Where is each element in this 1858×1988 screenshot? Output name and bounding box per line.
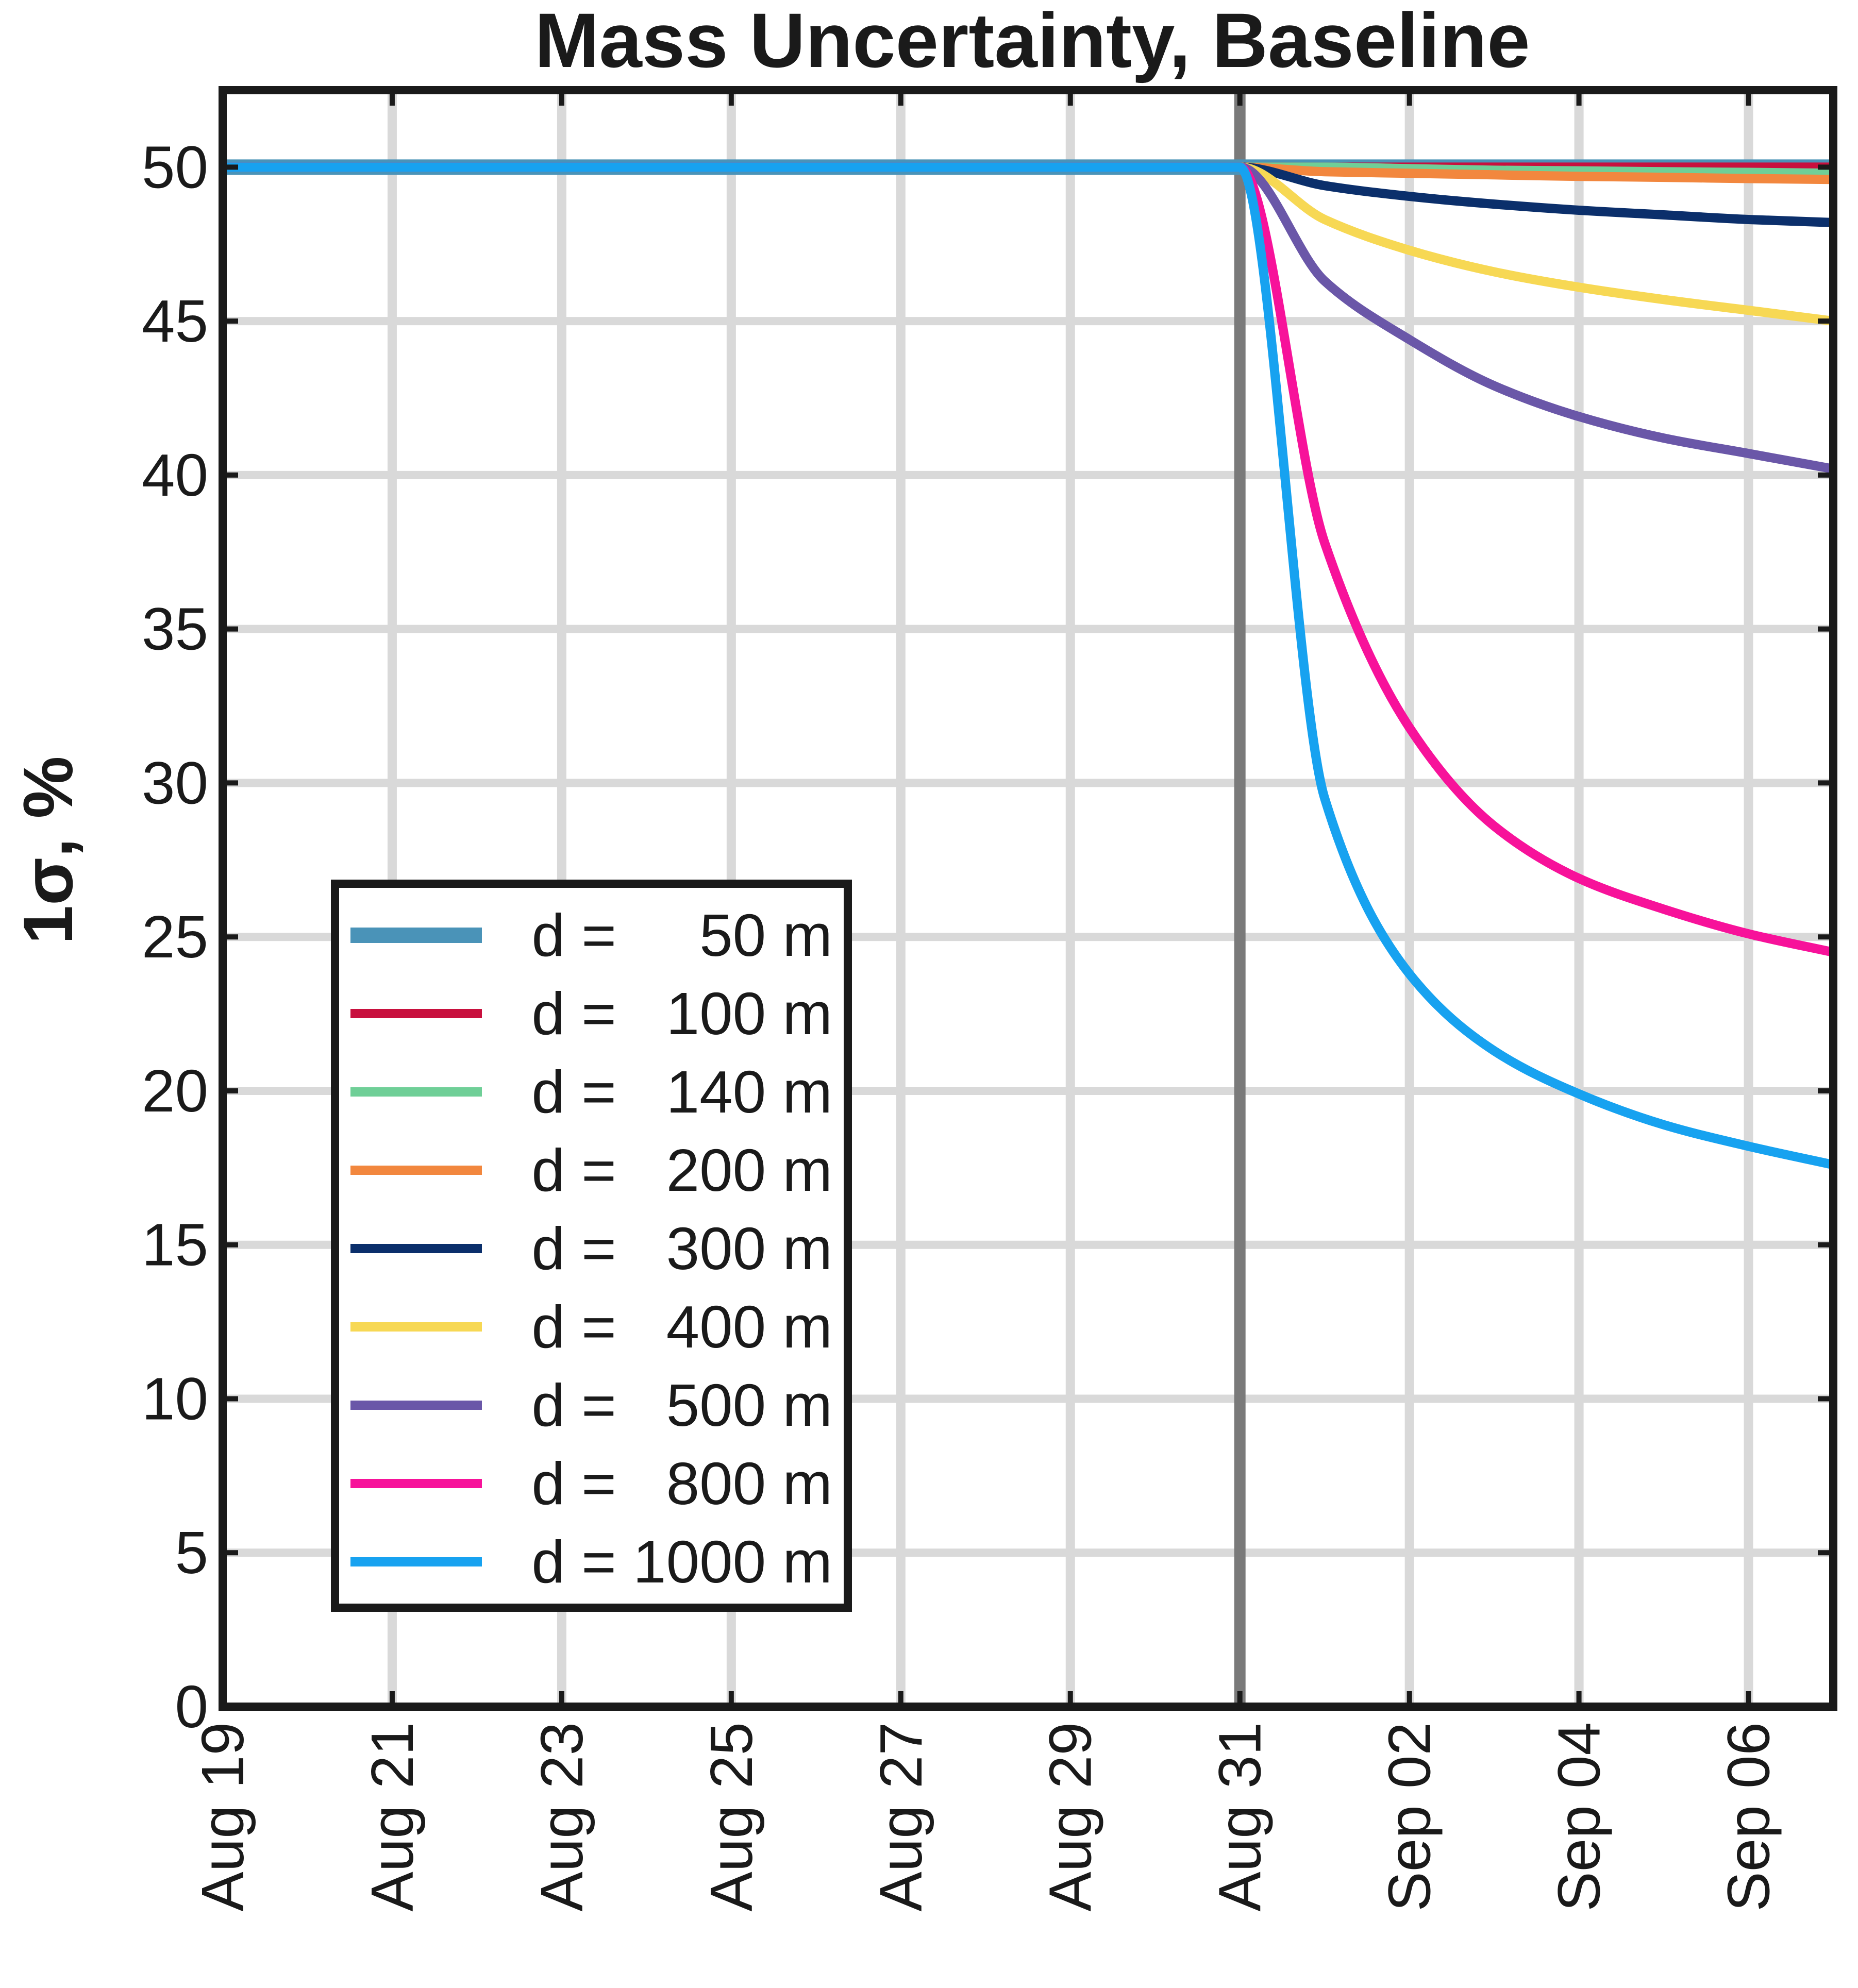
x-tick-label: Sep 04 — [1546, 1722, 1613, 1912]
axes-frame — [219, 86, 1837, 1711]
legend: d = 50 m d = 100 m d = 140 m d = 200 m d = 3… — [331, 880, 852, 1612]
y-tick-label: 5 — [175, 1519, 208, 1586]
y-tick-label: 50 — [142, 133, 208, 200]
chart-title: Mass Uncertainty, Baseline — [534, 0, 1530, 83]
y-tick-label: 40 — [142, 442, 208, 509]
legend-label-100m: d = 100 m — [531, 980, 832, 1047]
y-tick-label: 35 — [142, 596, 208, 663]
x-tick-label: Aug 25 — [698, 1722, 765, 1912]
y-tick-label: 45 — [142, 288, 208, 355]
x-tick-label: Aug 27 — [867, 1722, 934, 1912]
x-tick-labels: Aug 19 Aug 21 Aug 23 Aug 25 Aug 27 Aug 29 Aug … — [189, 1722, 1782, 1912]
x-tick-label: Aug 19 — [189, 1722, 256, 1912]
x-tick-label: Sep 06 — [1715, 1722, 1782, 1912]
x-tick-label: Aug 31 — [1207, 1722, 1274, 1912]
legend-label-200m: d = 200 m — [531, 1137, 832, 1204]
x-tick-label: Aug 23 — [528, 1722, 595, 1912]
y-tick-label: 20 — [142, 1057, 208, 1124]
y-tick-label: 15 — [142, 1211, 208, 1278]
y-tick-label: 10 — [142, 1365, 208, 1432]
legend-label-500m: d = 500 m — [531, 1372, 832, 1439]
series-line-1000m — [223, 162, 1834, 1170]
y-axis-label: 1σ, % — [9, 756, 87, 944]
x-tick-label: Aug 29 — [1037, 1722, 1104, 1912]
legend-label-50m: d = 50 m — [531, 902, 832, 969]
tick-marks — [220, 90, 1833, 1709]
legend-label-400m: d = 400 m — [531, 1293, 832, 1360]
y-tick-label: 0 — [175, 1673, 208, 1740]
series-line-400m — [223, 162, 1834, 326]
series-lines — [223, 159, 1834, 1170]
legend-label-1000m: d = 1000 m — [531, 1528, 832, 1595]
legend-label-800m: d = 800 m — [531, 1450, 832, 1517]
x-tick-label: Aug 21 — [359, 1722, 426, 1912]
y-tick-labels: 0 5 10 15 20 25 30 35 40 45 50 — [142, 133, 208, 1740]
y-tick-label: 30 — [142, 749, 208, 816]
x-tick-label: Sep 02 — [1376, 1722, 1443, 1912]
y-tick-label: 25 — [142, 903, 208, 970]
legend-label-300m: d = 300 m — [531, 1215, 832, 1282]
legend-label-140m: d = 140 m — [531, 1058, 832, 1125]
